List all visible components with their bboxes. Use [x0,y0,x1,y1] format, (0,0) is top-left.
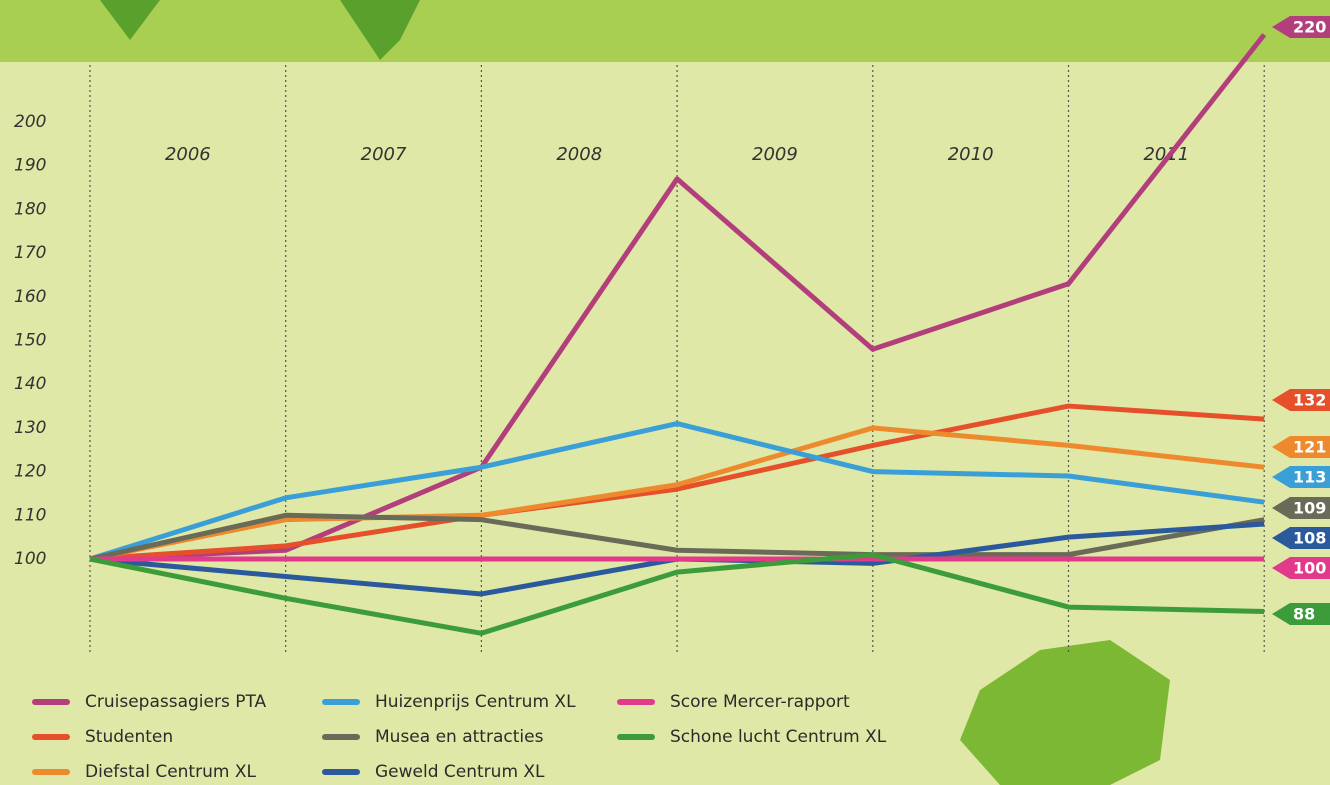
year-label: 2009 [752,144,798,165]
end-value-label: 132 [1293,391,1326,410]
year-label: 2007 [361,144,407,165]
y-tick-label: 110 [14,505,46,525]
year-label: 2008 [556,144,602,165]
y-tick-label: 190 [14,156,46,176]
legend-label: Score Mercer-rapport [670,692,850,712]
legend-label: Geweld Centrum XL [375,762,545,782]
y-tick-label: 180 [14,199,46,219]
legend-label: Cruisepassagiers PTA [85,692,267,712]
y-tick-label: 150 [14,331,46,351]
end-value-label: 121 [1293,438,1326,457]
end-value-label: 100 [1293,559,1326,578]
chart: 2006200720082009201020111001101201301401… [0,0,1330,785]
top-band [0,0,1330,62]
legend-label: Musea en attracties [375,727,544,747]
legend-label: Diefstal Centrum XL [85,762,256,782]
end-value-label: 220 [1293,18,1326,37]
end-value-label: 108 [1293,529,1326,548]
y-tick-label: 120 [14,462,46,482]
y-tick-label: 140 [14,374,46,394]
y-tick-label: 200 [14,112,46,132]
y-tick-label: 130 [14,418,46,438]
legend-label: Studenten [85,727,173,747]
y-tick-label: 170 [14,243,46,263]
legend-label: Huizenprijs Centrum XL [375,692,576,712]
legend-label: Schone lucht Centrum XL [670,727,887,747]
year-label: 2006 [165,144,211,165]
y-tick-label: 100 [14,549,46,569]
year-label: 2010 [948,144,994,165]
y-tick-label: 160 [14,287,46,307]
end-value-label: 109 [1293,499,1326,518]
end-value-label: 113 [1293,468,1326,487]
end-value-label: 88 [1293,605,1315,624]
